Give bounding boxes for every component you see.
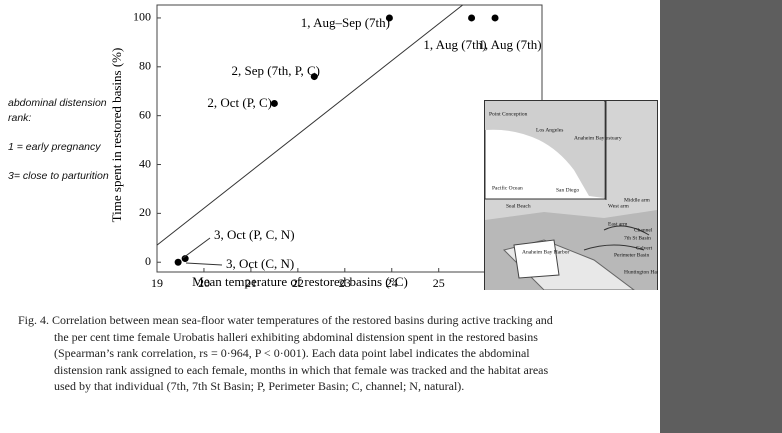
caption-line: Fig. 4. Correlation between mean sea-flo… [18,313,553,327]
x-tick-label: 21 [245,276,257,290]
point [174,258,182,266]
x-tick-label: 25 [433,276,445,290]
map-label: Seal Beach [506,203,531,209]
map-label: Middle arm [624,197,651,203]
map-label: West arm [608,203,630,209]
point [468,14,476,22]
harbor-box [513,239,560,279]
point-label: 1, Aug (7th) [478,37,541,52]
side-note-line: abdominal distension rank: [8,97,107,124]
map: Point Conception Los Angeles Anaheim Bay e… [484,100,658,290]
fit-line [156,4,463,246]
y-tick-label: 100 [133,10,151,24]
x-tick-label: 20 [198,276,210,290]
side-note: abdominal distension rank: 1 = early pre… [8,96,118,198]
point-label: 2, Oct (P, C) [207,95,272,110]
point-label: 3, Oct (C, N) [226,256,294,271]
point-label: 1, Aug–Sep (7th) [301,15,390,30]
point [385,14,393,22]
x-tick-label: 22 [292,276,304,290]
map-label: Anaheim Bay estuary [574,135,622,141]
caption-line: the per cent time female Urobatis haller… [54,329,538,344]
map-label: Point Conception [489,111,528,117]
map-label: Anaheim Bay Harbor [522,249,570,255]
y-tick-label: 40 [139,156,151,170]
land [485,101,604,198]
map-label: Calvert [636,245,653,251]
caption-line: used by that individual (7th, 7th St Bas… [54,379,465,393]
y-tick-label: 20 [139,205,151,219]
map-label: Perimeter Basin [614,252,650,258]
map-label: Channel [634,227,653,233]
map-label: Los Angeles [536,127,563,133]
map-label: East arm [608,221,628,227]
point-label: 1, Aug (7th) [423,37,486,52]
point-label: 3, Oct (P, C, N) [214,227,295,242]
x-tick-label: 19 [151,276,163,290]
caption-line: (Spearman’s rank correlation, rs = 0·964… [54,346,530,360]
point [270,99,278,107]
x-tick-label: 23 [339,276,351,290]
point-label: 2, Sep (7th, P, C) [232,63,320,78]
point [310,73,318,81]
y-tick-label: 60 [139,107,151,121]
side-band [660,0,782,433]
y-tick-label: 0 [145,254,151,268]
map-label: Pacific Ocean [492,184,523,191]
x-axis-label: Mean temperature of restored basins (°C) [192,274,408,289]
caption: Fig. 4. Correlation between mean sea-flo… [18,312,658,395]
map-label: San Diego [556,187,579,193]
leader-line [182,237,211,259]
leader-line [185,262,223,266]
point [491,14,499,22]
chart: Mean temperature of restored basins (°C)… [109,4,543,290]
x-tick-label: 24 [386,276,398,290]
side-note-line: 1 = early pregnancy [8,141,101,153]
channel-line [583,225,650,251]
y-axis-label: Time spent in restored basins (%) [109,48,124,223]
map-label: Huntington Harbor [624,269,658,275]
y-tick-label: 80 [139,59,151,73]
caption-line: distension rank assigned to each female,… [54,362,549,377]
point [181,255,189,263]
map-label: 7th St Basin [624,235,651,241]
side-note-line: 3= close to parturition [8,170,109,182]
